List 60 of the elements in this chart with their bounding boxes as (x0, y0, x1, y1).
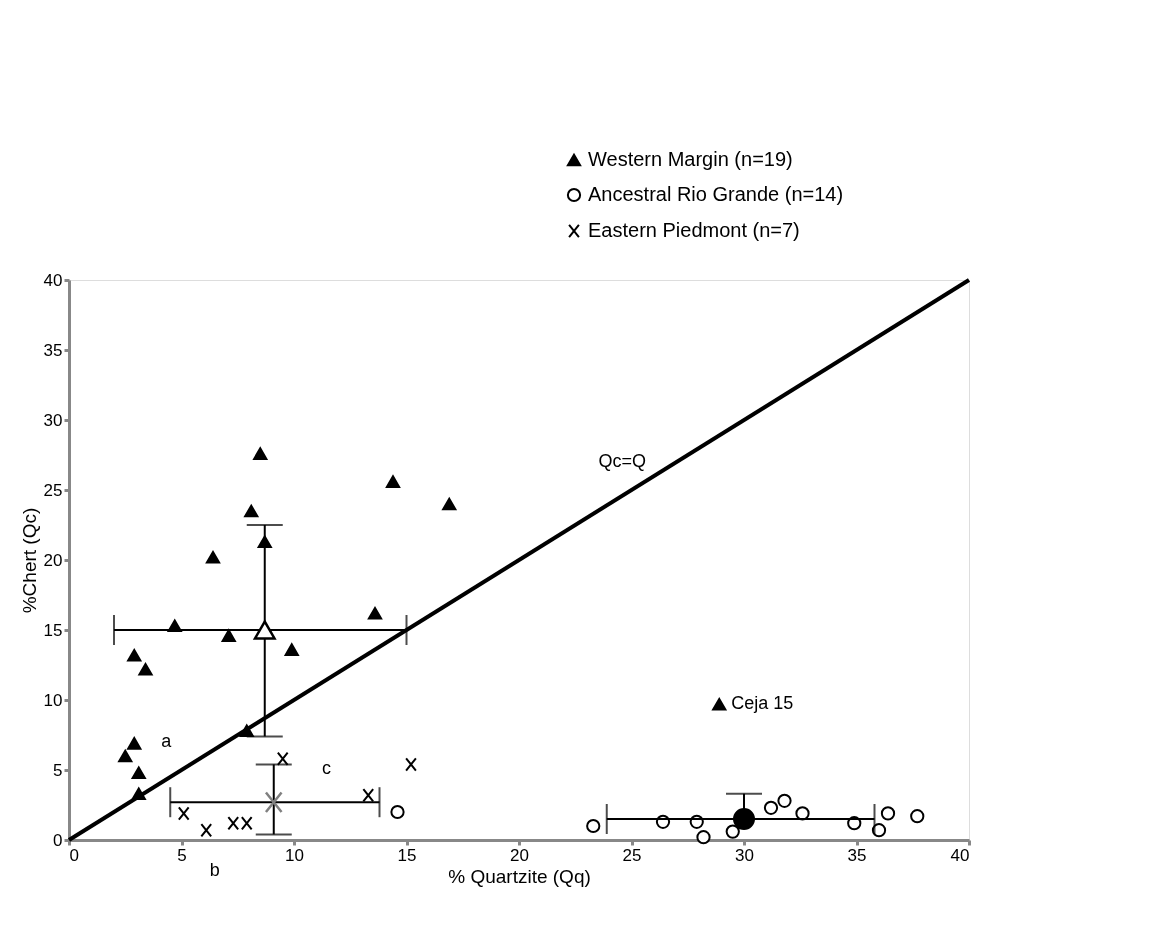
y-tick-label: 20 (43, 550, 63, 570)
point (362, 788, 375, 803)
point (138, 662, 153, 676)
point (733, 808, 755, 830)
point (200, 823, 213, 838)
point (586, 818, 601, 834)
x-tick-label: 35 (847, 845, 867, 865)
point (221, 629, 236, 642)
series-label: Qc=Q (598, 451, 646, 471)
point (118, 749, 133, 763)
annotation: c (321, 757, 331, 778)
point (276, 751, 289, 766)
point (385, 475, 401, 488)
point (264, 791, 283, 814)
point (131, 766, 146, 780)
y-tick-label: 35 (43, 340, 63, 360)
annotation: Ceja 15 (731, 693, 794, 714)
point (367, 606, 383, 620)
legend-label: Western Margin (n=19) (588, 148, 793, 170)
y-tick-label: 10 (43, 690, 63, 710)
point (205, 550, 221, 564)
y-tick-label: 40 (43, 270, 63, 290)
y-tick-label: 15 (43, 620, 63, 640)
y-tick-label: 30 (43, 410, 63, 430)
point (777, 793, 792, 808)
point (127, 737, 142, 750)
point (910, 809, 925, 824)
point (127, 648, 142, 662)
point (390, 804, 405, 820)
point (405, 757, 417, 772)
x-tick-label: 0 (69, 845, 79, 865)
point (253, 620, 276, 640)
legend-label: Eastern Piedmont (n=7) (588, 219, 800, 241)
point (712, 697, 727, 711)
point (240, 816, 253, 831)
x-tick-label: 15 (397, 845, 417, 865)
point (284, 643, 299, 656)
legend-label: Ancestral Rio Grande (n=14) (588, 183, 844, 205)
y-axis-title: %Chert (Qc) (18, 507, 40, 614)
x-tick-label: 30 (735, 845, 754, 865)
x-tick-label: 20 (510, 845, 529, 865)
point (227, 816, 240, 831)
x-axis-title: % Quartzite (Qq) (448, 865, 591, 887)
text: b (209, 859, 220, 880)
x-tick-label: 25 (622, 845, 642, 865)
annotation: a (161, 731, 173, 751)
point (696, 830, 711, 845)
x-tick-label: 5 (177, 845, 187, 865)
point (253, 447, 268, 460)
point (244, 504, 259, 518)
y-tick-label: 25 (43, 480, 63, 500)
point (880, 806, 896, 821)
point (442, 497, 457, 511)
point (177, 806, 190, 821)
x-tick-label: 10 (285, 845, 304, 865)
y-tick-label: 5 (53, 760, 63, 780)
point (763, 800, 779, 815)
point (725, 824, 740, 839)
x-tick-label: 40 (950, 845, 970, 865)
y-tick-label: 0 (53, 830, 63, 850)
